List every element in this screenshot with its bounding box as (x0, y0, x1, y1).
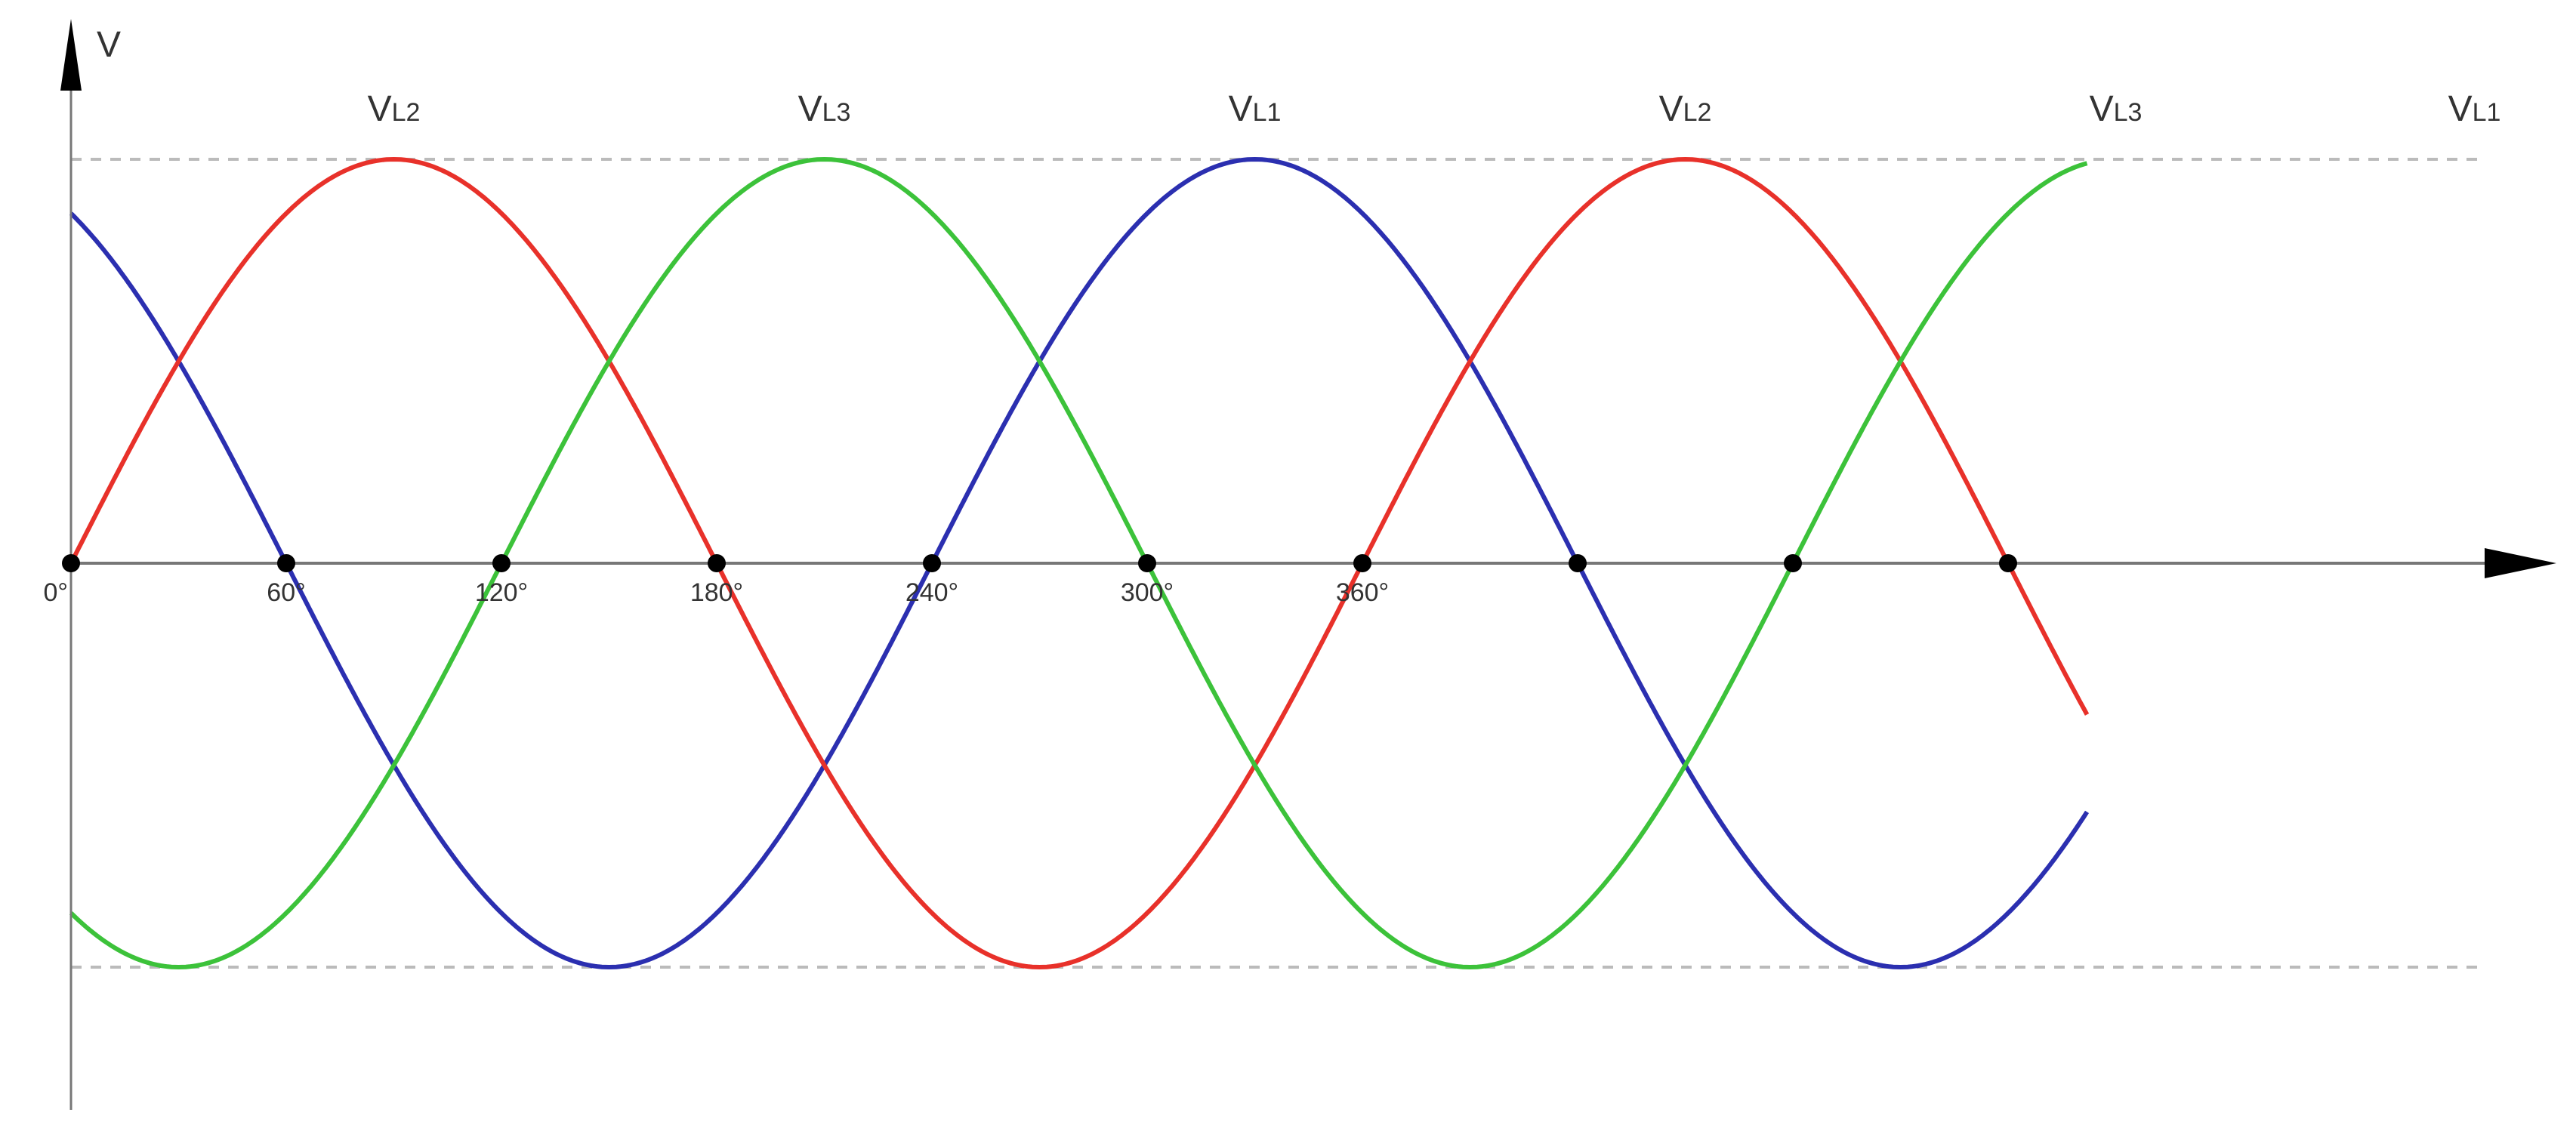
x-tick-label: 240° (905, 578, 958, 607)
x-axis-arrow-icon (2485, 548, 2556, 578)
zero-crossing-marker (1138, 554, 1156, 572)
series-label-vl1: VL1 (1229, 89, 1282, 129)
series-line-vl3 (69, 156, 2088, 970)
zero-crossing-marker (492, 554, 511, 572)
zero-crossing-marker (1999, 554, 2017, 572)
series-line-vl2 (69, 156, 2090, 970)
zero-crossing-marker (1569, 554, 1587, 572)
y-axis-label: V (97, 25, 121, 65)
series-label-vl3: VL3 (2090, 89, 2143, 129)
x-tick-label: 120° (475, 578, 528, 607)
zero-crossing-marker (708, 554, 726, 572)
zero-crossing-marker (277, 554, 295, 572)
zero-crossing-marker (1353, 554, 1371, 572)
y-axis-arrow-icon (60, 19, 82, 91)
series-label-vl1: VL1 (2448, 89, 2501, 129)
zero-crossing-marker (923, 554, 941, 572)
x-tick-label: 300° (1121, 578, 1174, 607)
series-label-vl3: VL3 (798, 89, 851, 129)
series-label-vl2: VL2 (1659, 89, 1712, 129)
zero-crossing-marker (1784, 554, 1802, 572)
x-tick-label: 180° (690, 578, 743, 607)
zero-crossing-marker (62, 554, 80, 572)
x-tick-label: 0° (43, 578, 68, 607)
x-tick-label: 360° (1336, 578, 1389, 607)
series-label-vl2: VL2 (368, 89, 421, 129)
series-line-vl1 (69, 156, 2090, 970)
x-tick-label: 60° (267, 578, 305, 607)
